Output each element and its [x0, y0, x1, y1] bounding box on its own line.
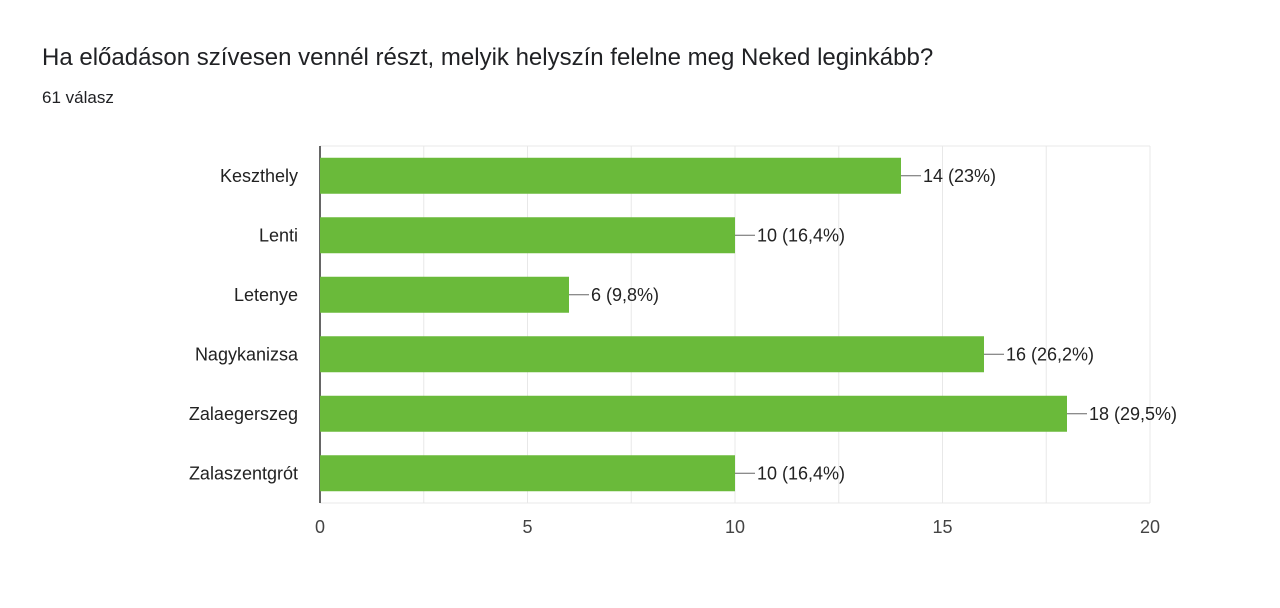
category-label: Keszthely [220, 166, 298, 186]
category-label: Zalaszentgrót [189, 463, 298, 483]
x-tick-label: 15 [932, 517, 952, 537]
data-label: 16 (26,2%) [1006, 344, 1094, 364]
data-label: 10 (16,4%) [757, 463, 845, 483]
response-count: 61 válasz [42, 88, 114, 107]
category-label: Letenye [234, 285, 298, 305]
bar [320, 336, 984, 373]
x-tick-labels: 0 5 10 15 20 [315, 517, 1160, 537]
data-labels: 14 (23%) 10 (16,4%) 6 (9,8%) 16 (26,2%) 18 (… [569, 166, 1177, 483]
category-labels: Keszthely Lenti Letenye Nagykanizsa Zalaeger… [189, 166, 299, 484]
bar [320, 276, 569, 313]
question-title: Ha előadáson szívesen vennél részt, mely… [42, 44, 934, 71]
grid-lines [319, 145, 1151, 504]
category-label: Zalaegerszeg [189, 404, 298, 424]
x-tick-label: 10 [725, 517, 745, 537]
bar [320, 157, 901, 194]
bar [320, 395, 1067, 432]
data-label: 10 (16,4%) [757, 225, 845, 245]
data-label: 6 (9,8%) [591, 285, 659, 305]
bar [320, 217, 735, 254]
bars [320, 157, 1067, 492]
x-tick-label: 20 [1140, 517, 1160, 537]
x-tick-label: 5 [522, 517, 532, 537]
x-tick-label: 0 [315, 517, 325, 537]
category-label: Nagykanizsa [195, 344, 299, 364]
data-label: 18 (29,5%) [1089, 404, 1177, 424]
category-label: Lenti [259, 225, 298, 245]
bar [320, 455, 735, 492]
data-label: 14 (23%) [923, 166, 996, 186]
